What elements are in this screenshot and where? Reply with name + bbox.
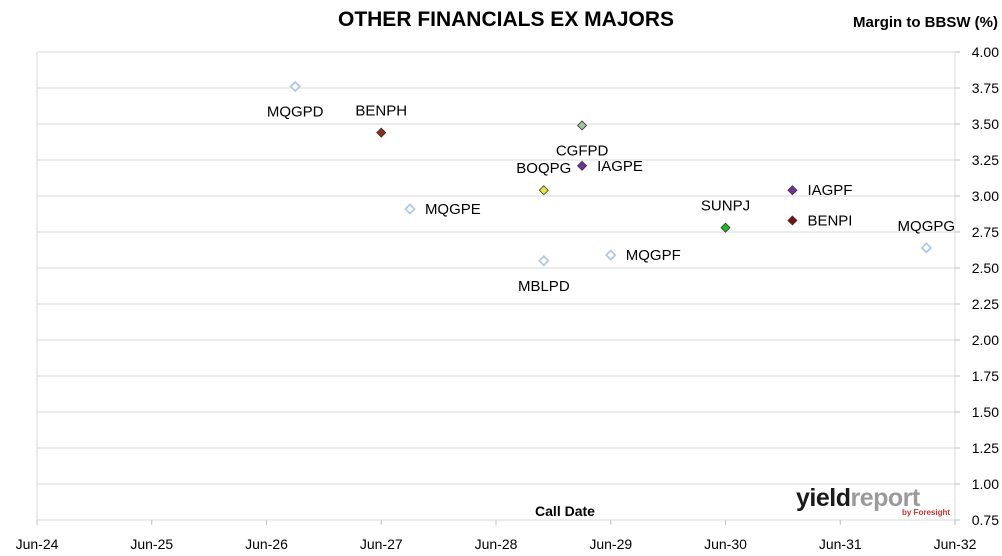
y-tick-label: 3.25: [972, 152, 999, 168]
y-tick-label: 2.25: [972, 296, 999, 312]
data-label: IAGPE: [597, 158, 643, 175]
data-point: [920, 242, 933, 254]
x-tick-label: Jun-27: [360, 536, 403, 552]
data-label: MQGPE: [425, 201, 481, 218]
data-point: [604, 249, 617, 261]
y-tick-label: 2.00: [972, 332, 999, 348]
yieldreport-logo: yieldreport: [796, 484, 920, 513]
y-tick-label: 3.50: [972, 116, 999, 132]
y-tick-label: 1.00: [972, 476, 999, 492]
data-point: [538, 255, 550, 267]
logo-report-text: report: [850, 484, 920, 512]
x-tick-label: Jun-24: [16, 536, 59, 552]
data-point: [787, 215, 798, 226]
data-label: CGFPD: [556, 142, 609, 159]
data-label: BOQPG: [516, 160, 571, 177]
data-point: [576, 160, 588, 171]
logo-yield-text: yield: [796, 484, 851, 512]
data-label: IAGPF: [807, 182, 852, 199]
x-tick-label: Jun-31: [819, 536, 862, 552]
data-point: [576, 120, 588, 131]
x-tick-label: Jun-25: [130, 536, 173, 552]
data-label: SUNPJ: [701, 198, 750, 215]
x-tick-label: Jun-30: [704, 536, 747, 552]
y-tick-label: 3.00: [972, 188, 999, 204]
logo-subtitle: by Foresight: [902, 508, 951, 517]
data-point: [787, 185, 798, 196]
data-label: MQGPG: [898, 218, 956, 235]
y-tick-label: 2.50: [972, 260, 999, 276]
data-point: [404, 203, 416, 215]
y-tick-label: 2.75: [972, 224, 999, 240]
x-tick-label: Jun-28: [475, 536, 518, 552]
y-axis-title: Margin to BBSW (%): [853, 14, 998, 31]
x-tick-label: Jun-32: [934, 536, 977, 552]
data-point: [289, 80, 301, 93]
y-tick-label: 1.75: [972, 368, 999, 384]
y-tick-label: 0.75: [972, 512, 999, 528]
data-label: BENPI: [807, 212, 852, 229]
data-point: [376, 127, 387, 138]
data-point: [538, 185, 549, 196]
x-axis-title: Call Date: [535, 503, 595, 519]
x-tick-label: Jun-29: [589, 536, 632, 552]
data-label: MQGPF: [626, 247, 681, 264]
y-tick-label: 4.00: [972, 44, 999, 60]
x-tick-label: Jun-26: [245, 536, 288, 552]
y-tick-label: 1.25: [972, 440, 999, 456]
chart-title: OTHER FINANCIALS EX MAJORS: [337, 8, 675, 31]
y-tick-label: 1.50: [972, 404, 999, 420]
y-tick-label: 3.75: [972, 80, 999, 96]
data-label: MBLPD: [518, 278, 570, 295]
data-label: BENPH: [355, 103, 407, 120]
data-label: MQGPD: [267, 104, 324, 121]
data-point: [720, 222, 731, 233]
